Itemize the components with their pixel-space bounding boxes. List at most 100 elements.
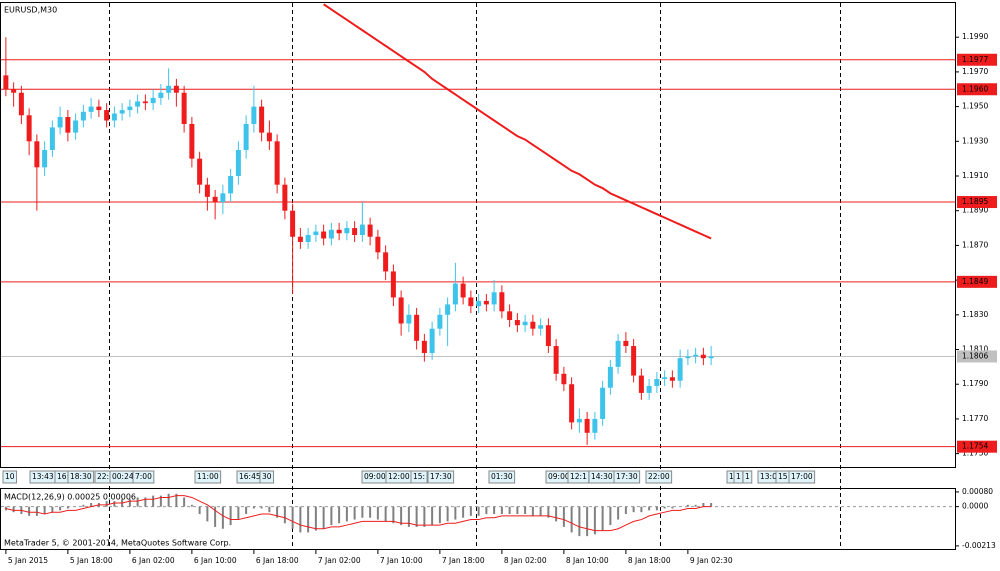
candle-body (173, 85, 179, 93)
trade-label-box (2, 470, 18, 484)
main-pane (0, 2, 956, 468)
candle-body (158, 92, 164, 98)
trade-label-box (427, 470, 455, 484)
candle-body (553, 346, 559, 374)
candle-body (49, 127, 55, 150)
candle-body (259, 106, 265, 133)
y-tick-label: 1.1910 (962, 171, 988, 180)
candle-body (313, 231, 319, 235)
candle-body (181, 92, 187, 124)
candle-body (514, 320, 520, 326)
trade-label: 16: (57, 472, 69, 481)
candle-body (212, 196, 218, 203)
y-tick-label: 1.1810 (962, 345, 988, 354)
trade-label: 22: (97, 472, 109, 481)
level-tag (957, 196, 997, 209)
candle-body (638, 375, 644, 393)
candle-body (251, 106, 257, 124)
signal-line (5, 495, 712, 532)
candle-body (607, 366, 613, 388)
level-label: 1.1960 (962, 84, 988, 93)
y-tick-label: 1.1970 (962, 67, 988, 76)
trade-label: 30 (262, 472, 272, 481)
candle-body (367, 224, 373, 237)
y-tick-label: 0.00080 (962, 487, 993, 496)
x-tick-label: 8 Jan 18:00 (628, 556, 671, 565)
candle-body (538, 325, 544, 329)
candle-body (104, 110, 110, 121)
candle-body (336, 229, 342, 234)
trade-label: 7:00 (135, 472, 152, 481)
y-tick-label: 1.1870 (962, 240, 988, 249)
trade-label: 17:30 (430, 472, 452, 481)
candle-body (437, 314, 443, 329)
candle-body (708, 356, 714, 359)
trade-label-box (742, 470, 753, 484)
candle-body (669, 377, 675, 381)
x-tick-label: 7 Jan 10:00 (380, 556, 423, 565)
candle-body (359, 224, 365, 235)
candle-body (592, 418, 598, 433)
candle-body (282, 184, 288, 211)
candle-body (26, 115, 32, 142)
trade-label-box (645, 470, 673, 484)
candle-body (429, 328, 435, 353)
trade-label-box (259, 470, 275, 484)
y-tick-label: 1.1930 (962, 136, 988, 145)
y-tick-label: 1.1750 (962, 449, 988, 458)
candle-body (150, 97, 156, 104)
trade-label: 13:0 (760, 472, 777, 481)
candle-body (243, 123, 249, 150)
y-tick-label: 1.1990 (962, 32, 988, 41)
candle-body (321, 231, 327, 239)
trade-label: 22:00 (648, 472, 670, 481)
x-tick-label: 6 Jan 02:00 (132, 556, 175, 565)
candle-body (530, 321, 536, 329)
trade-label-box (613, 470, 641, 484)
candle-body (290, 210, 296, 237)
candle-body (545, 325, 551, 347)
candle-body (18, 92, 24, 116)
candle-body (11, 89, 17, 93)
candle-body (654, 379, 660, 386)
candle-body (127, 106, 133, 111)
candle-body (111, 113, 117, 121)
level-label: 1.1849 (962, 277, 988, 286)
trade-label: 15: (413, 472, 425, 481)
candle-body (623, 340, 629, 347)
candle-body (460, 283, 466, 298)
candle-body (406, 314, 412, 324)
candle-body (414, 314, 420, 341)
candle-body (80, 111, 86, 121)
x-tick-label: 8 Jan 02:00 (504, 556, 547, 565)
candle-body (34, 141, 40, 168)
candle-body (491, 292, 497, 305)
candle-body (344, 228, 350, 234)
candle-body (220, 193, 226, 203)
trade-label: 17:30 (616, 472, 638, 481)
candle-body (576, 418, 582, 423)
candle-body (189, 123, 195, 159)
candle-body (483, 300, 489, 305)
candle-body (57, 117, 63, 128)
trade-label: 13:43 (32, 472, 54, 481)
level-label: 1.1895 (962, 197, 988, 206)
level-tag (957, 275, 997, 288)
candle-body (677, 358, 683, 381)
trade-label: 09:00 (364, 472, 386, 481)
candle-body (584, 418, 590, 433)
trade-label: 16:45 (239, 472, 261, 481)
candle-body (390, 271, 396, 298)
trade-label-box (788, 470, 816, 484)
candle-body (42, 149, 48, 168)
candle-body (421, 340, 427, 353)
trade-label-box (410, 470, 428, 484)
candle-body (3, 75, 9, 90)
chart-title: EURUSD,M30 (4, 6, 57, 15)
candle-body (166, 85, 172, 93)
macd-title: MACD(12,26,9) 0.00025 0.00006 (4, 493, 136, 502)
trade-label: 17:00 (791, 472, 813, 481)
x-tick-label: 5 Jan 18:00 (70, 556, 113, 565)
candle-body (383, 252, 389, 272)
trade-label: 1 (736, 472, 741, 481)
